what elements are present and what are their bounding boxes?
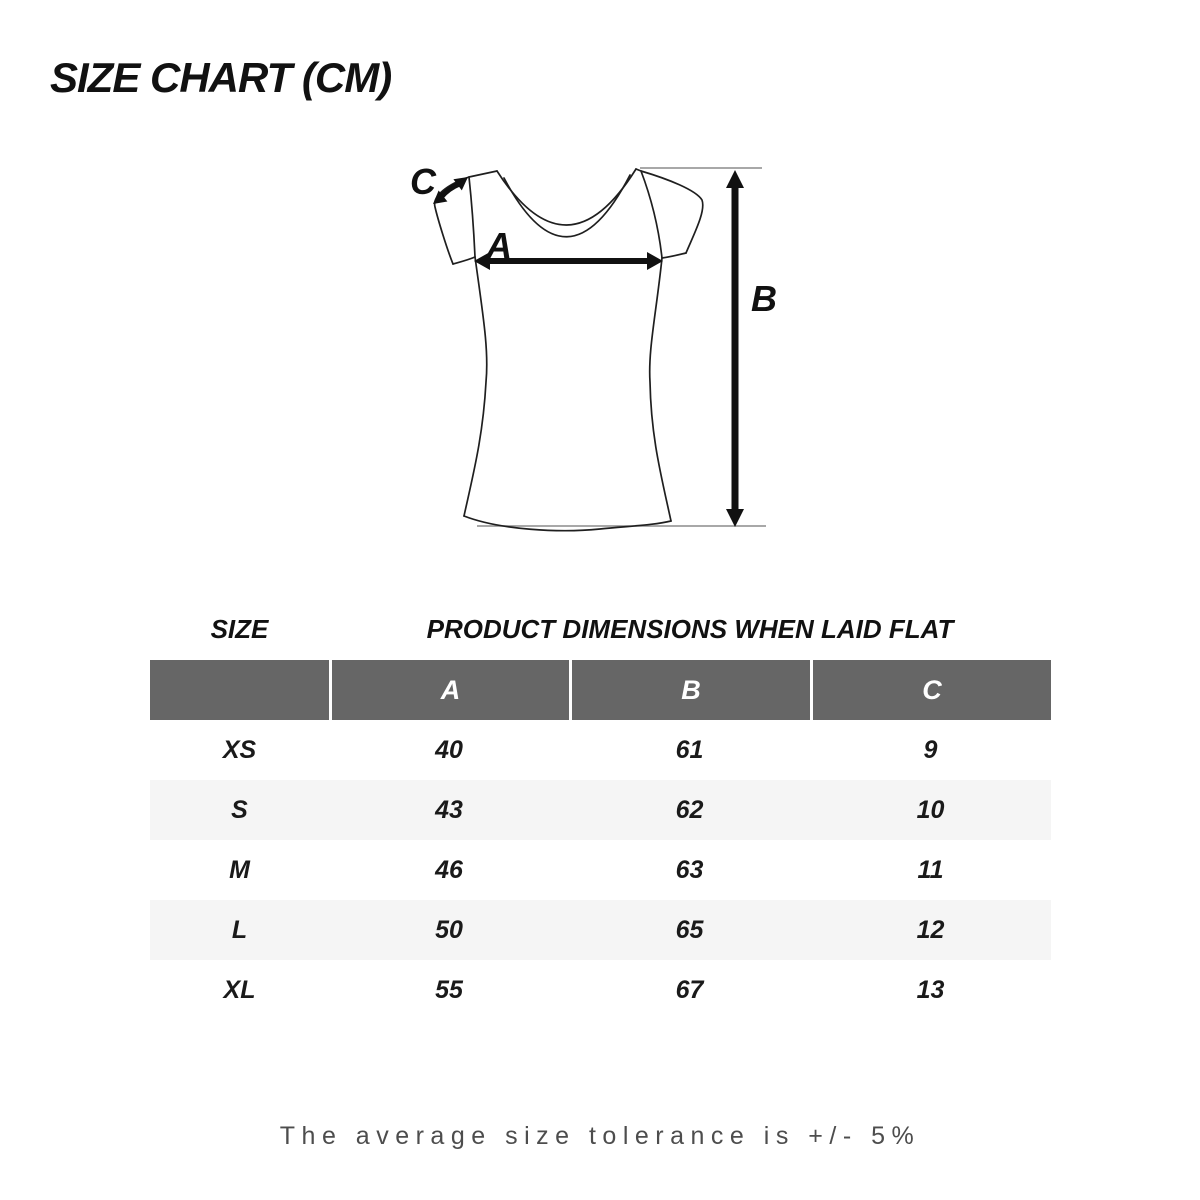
size-cell: XS	[222, 736, 257, 764]
size-column-caption: SIZE	[210, 614, 269, 644]
size-table: A B C XS 40 61 9 S 43 62 10 M 46 63 11 L…	[150, 660, 1051, 1020]
size-cell: M	[229, 856, 250, 884]
value-cell-b: 62	[675, 796, 704, 824]
value-cell-c: 9	[923, 736, 938, 764]
value-cell-b: 61	[675, 736, 704, 764]
header-cell-c: C	[810, 660, 1051, 720]
size-cell: L	[231, 916, 248, 944]
label-c: C	[410, 161, 437, 202]
value-cell-a: 43	[435, 796, 463, 824]
page-title: SIZE CHART (CM)	[50, 54, 392, 101]
table-row-s: S 43 62 10	[150, 780, 1051, 840]
tolerance-note: The average size tolerance is +/- 5%	[279, 1122, 921, 1150]
table-row-m: M 46 63 11	[150, 840, 1051, 900]
measurement-arrow-b	[726, 170, 744, 527]
label-b: B	[751, 278, 777, 319]
header-cell-a: A	[329, 660, 569, 720]
measurement-arrow-a	[474, 252, 663, 270]
table-row-l: L 50 65 12	[150, 900, 1051, 960]
value-cell-c: 13	[916, 976, 945, 1004]
table-row-xs: XS 40 61 9	[150, 720, 1051, 780]
value-cell-b: 63	[675, 856, 704, 884]
value-cell-c: 11	[917, 856, 944, 884]
table-row-xl: XL 55 67 13	[150, 960, 1051, 1020]
value-cell-b: 67	[675, 976, 704, 1004]
header-cell-empty	[150, 660, 329, 720]
header-cell-b: B	[569, 660, 810, 720]
value-cell-a: 46	[435, 856, 463, 884]
label-a: A	[485, 225, 512, 266]
value-cell-c: 10	[916, 796, 945, 824]
tshirt-diagram: A B C	[410, 161, 777, 532]
value-cell-a: 40	[435, 736, 463, 764]
value-cell-a: 50	[435, 916, 463, 944]
size-cell: S	[231, 796, 248, 824]
tshirt-outline	[433, 168, 704, 532]
value-cell-b: 65	[675, 916, 704, 944]
table-header-row: A B C	[150, 660, 1051, 720]
value-cell-c: 12	[916, 916, 945, 944]
measurement-arrow-c	[433, 177, 468, 204]
value-cell-a: 55	[435, 976, 463, 1004]
size-cell: XL	[223, 976, 256, 1004]
dimensions-caption: PRODUCT DIMENSIONS WHEN LAID FLAT	[426, 614, 954, 644]
